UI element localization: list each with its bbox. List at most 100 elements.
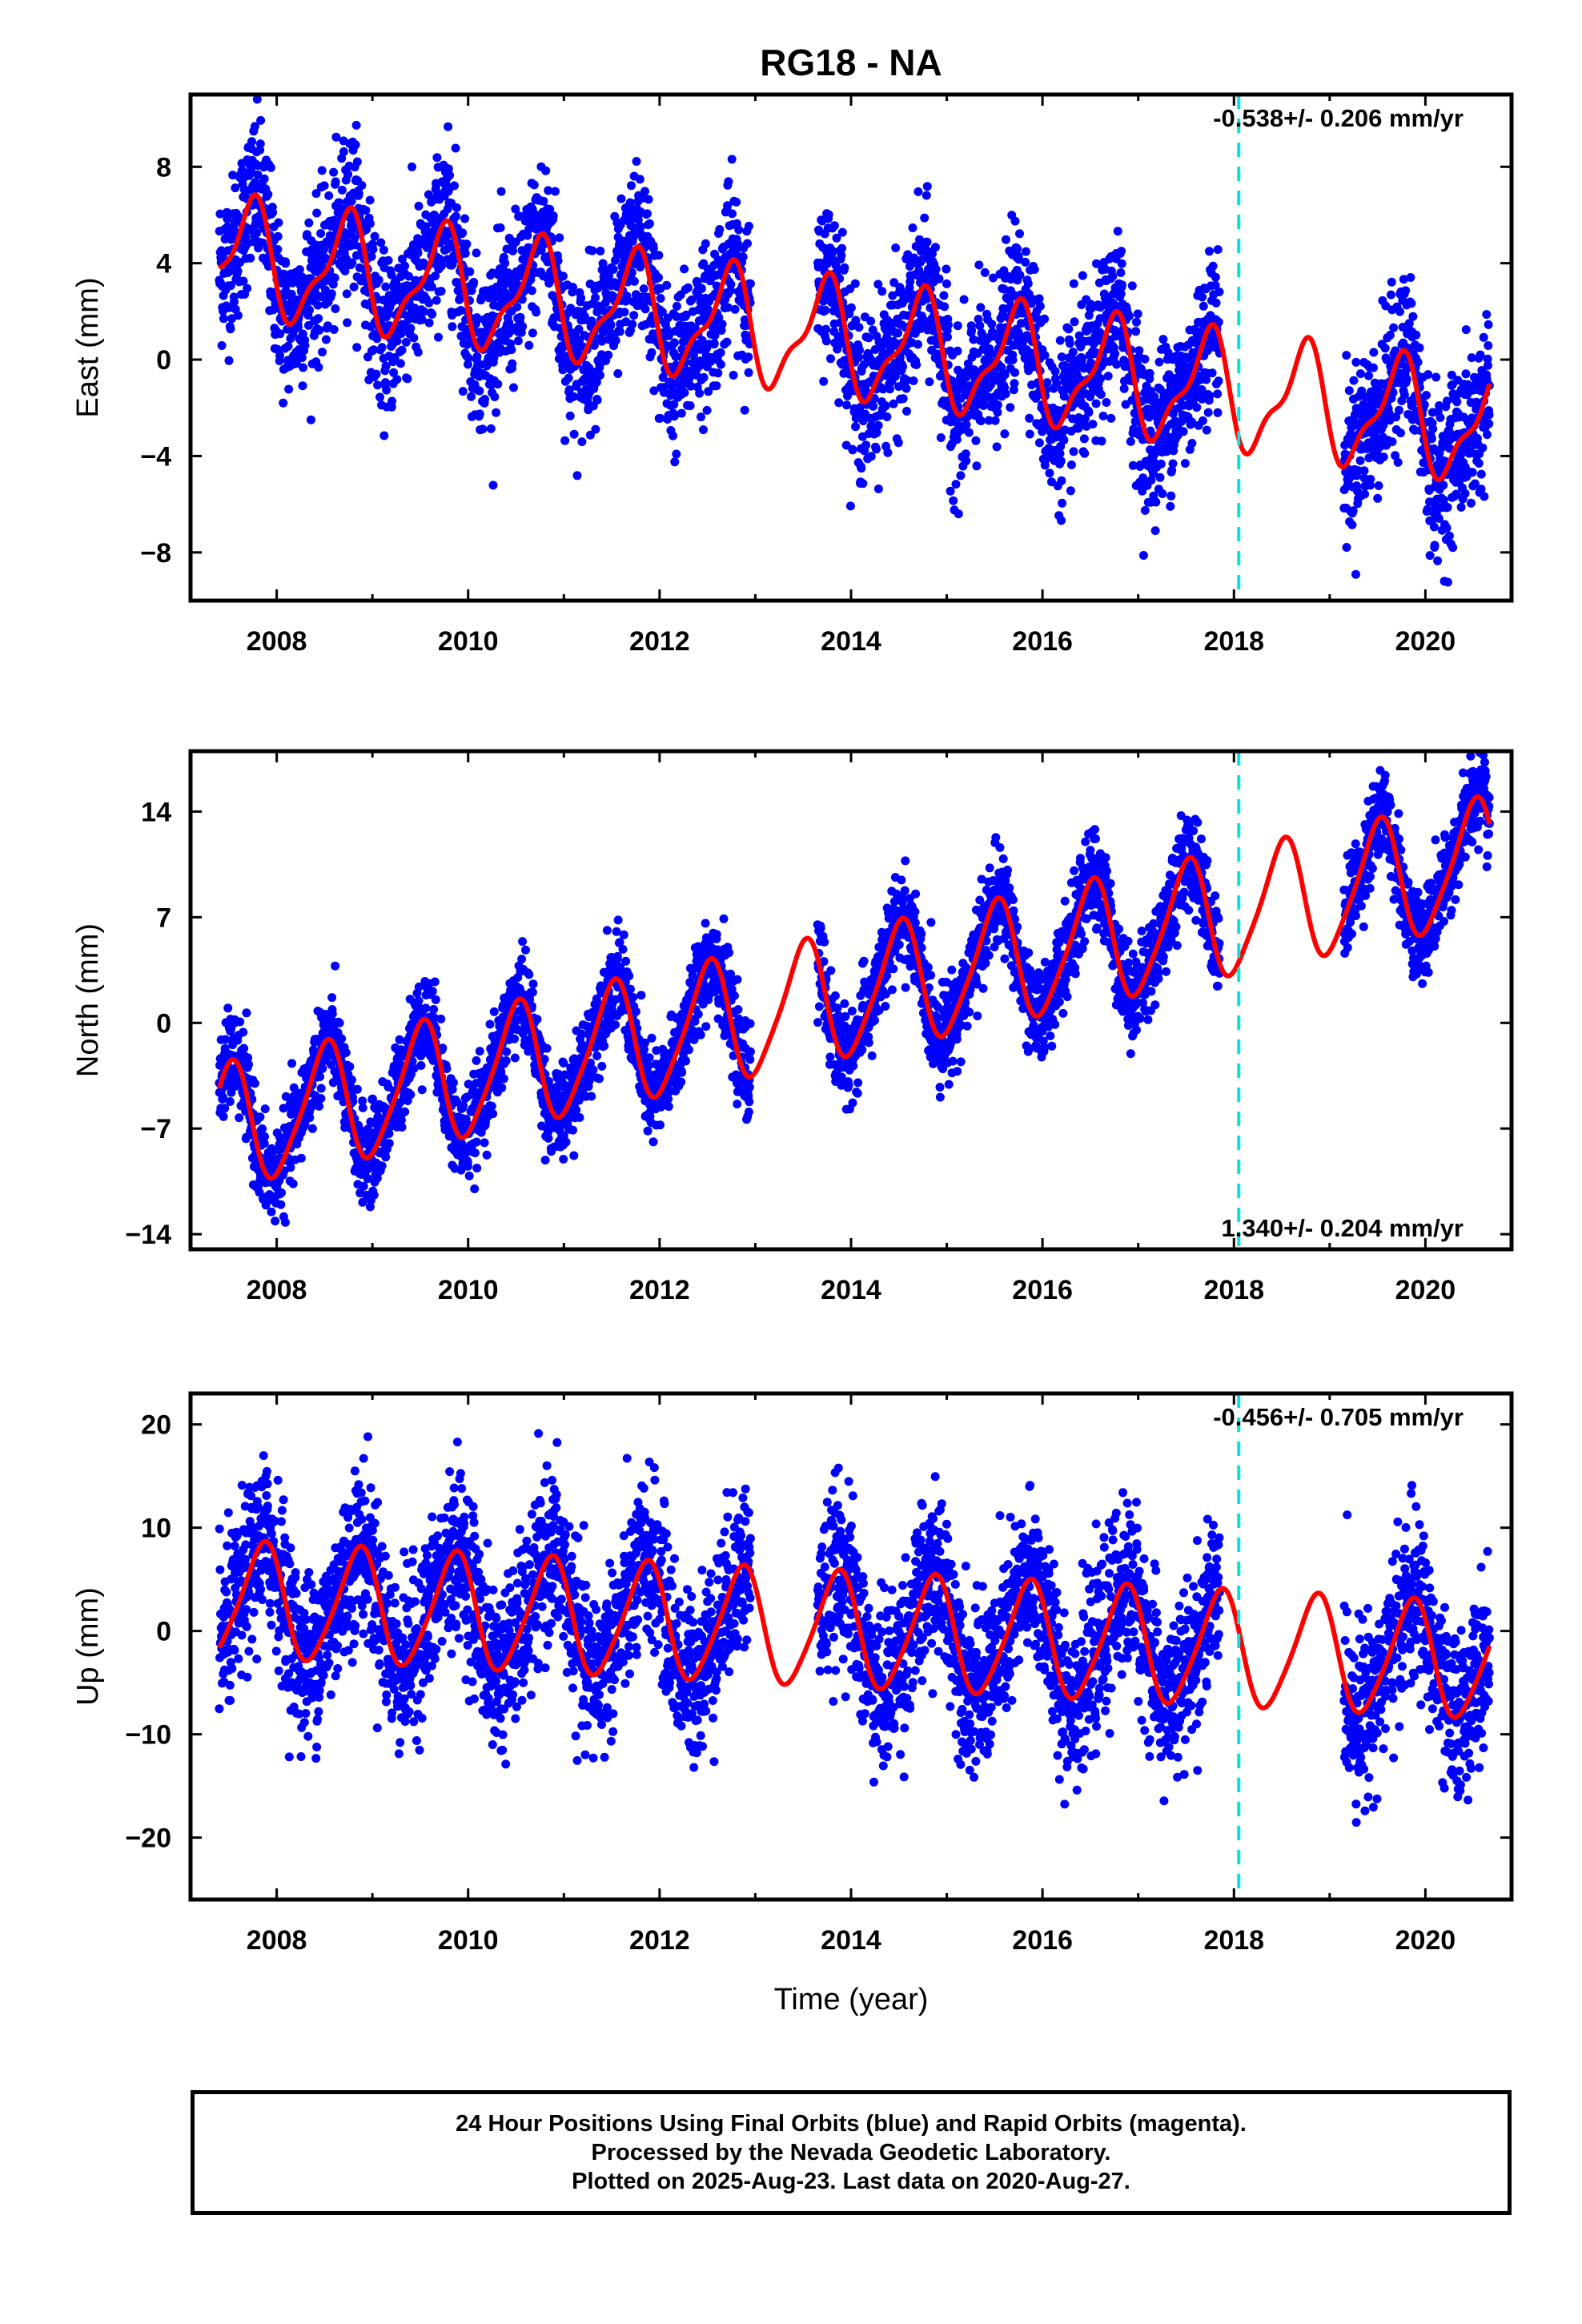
data-point xyxy=(640,304,650,314)
data-point xyxy=(514,211,524,220)
data-point xyxy=(331,177,340,187)
data-point xyxy=(1091,399,1101,408)
data-point xyxy=(1055,336,1065,345)
data-point xyxy=(1373,493,1383,503)
data-point xyxy=(1102,398,1111,407)
data-point xyxy=(744,221,753,231)
data-point xyxy=(409,333,419,343)
data-point xyxy=(1387,437,1397,447)
data-point xyxy=(1211,298,1221,308)
data-point xyxy=(230,297,239,307)
data-point xyxy=(259,174,269,183)
data-point xyxy=(291,359,301,368)
data-point xyxy=(819,376,829,386)
data-point xyxy=(620,308,629,317)
data-point xyxy=(1097,436,1106,446)
data-point xyxy=(253,170,263,179)
x-tick-label: 2014 xyxy=(821,626,881,657)
data-point xyxy=(365,219,375,228)
data-point xyxy=(507,345,516,355)
data-point xyxy=(511,204,520,214)
data-point xyxy=(429,1005,439,1014)
data-point xyxy=(472,313,482,323)
data-point xyxy=(401,337,411,347)
data-point xyxy=(858,479,868,489)
data-point xyxy=(834,398,844,408)
data-point xyxy=(1349,376,1359,385)
data-point xyxy=(1178,427,1188,436)
data-point xyxy=(1423,370,1433,380)
data-point xyxy=(1401,286,1411,296)
data-point xyxy=(383,255,393,265)
data-point xyxy=(263,190,273,199)
data-point xyxy=(837,227,847,237)
data-point xyxy=(428,987,437,996)
x-tick-label: 2008 xyxy=(247,626,307,657)
data-point xyxy=(1478,443,1488,452)
data-point xyxy=(287,1059,296,1068)
data-point xyxy=(347,196,356,206)
data-point xyxy=(1103,372,1113,381)
data-point xyxy=(508,359,517,368)
data-point xyxy=(1448,543,1458,553)
data-point xyxy=(361,206,371,215)
data-point xyxy=(531,211,540,220)
data-point xyxy=(629,276,639,286)
data-point xyxy=(260,1132,269,1141)
data-point xyxy=(613,369,623,378)
data-point xyxy=(532,308,541,317)
data-point xyxy=(1008,355,1018,364)
data-point xyxy=(684,283,693,292)
data-point xyxy=(1098,412,1108,420)
data-point xyxy=(1198,416,1207,425)
data-point xyxy=(513,336,523,346)
data-point xyxy=(397,255,407,263)
data-point xyxy=(1444,531,1454,541)
data-point xyxy=(872,428,881,437)
data-point xyxy=(1213,389,1223,399)
data-point xyxy=(280,1217,290,1227)
data-point xyxy=(369,345,379,355)
data-point xyxy=(898,394,908,404)
data-point xyxy=(922,237,932,247)
data-point xyxy=(1117,259,1126,268)
data-point xyxy=(486,424,496,433)
data-point xyxy=(1395,307,1404,316)
data-point xyxy=(697,412,705,422)
data-point xyxy=(228,171,238,180)
data-point xyxy=(359,1181,368,1191)
data-point xyxy=(1025,413,1034,423)
data-point xyxy=(893,438,903,448)
data-point xyxy=(902,407,911,416)
data-point xyxy=(953,321,962,331)
data-point xyxy=(1215,287,1224,296)
data-point xyxy=(317,166,327,175)
data-point xyxy=(685,401,695,411)
data-point xyxy=(420,307,428,316)
data-point xyxy=(702,405,712,415)
data-point xyxy=(462,239,472,249)
data-point xyxy=(467,392,476,401)
data-point xyxy=(669,431,677,440)
data-point xyxy=(404,271,413,281)
data-point xyxy=(1158,335,1168,344)
data-point xyxy=(421,1003,431,1013)
data-point xyxy=(1207,368,1217,378)
data-point xyxy=(428,309,437,319)
data-point xyxy=(406,1090,416,1100)
data-point xyxy=(1468,468,1477,477)
data-point xyxy=(1205,391,1215,400)
data-point xyxy=(1025,429,1034,439)
data-point xyxy=(384,291,394,300)
data-point xyxy=(1202,425,1211,435)
data-point xyxy=(680,388,689,397)
data-point xyxy=(1156,459,1166,468)
data-point xyxy=(1119,384,1129,393)
data-point xyxy=(239,1027,248,1037)
data-point xyxy=(647,348,656,357)
data-point xyxy=(639,284,648,294)
data-point xyxy=(837,243,847,253)
